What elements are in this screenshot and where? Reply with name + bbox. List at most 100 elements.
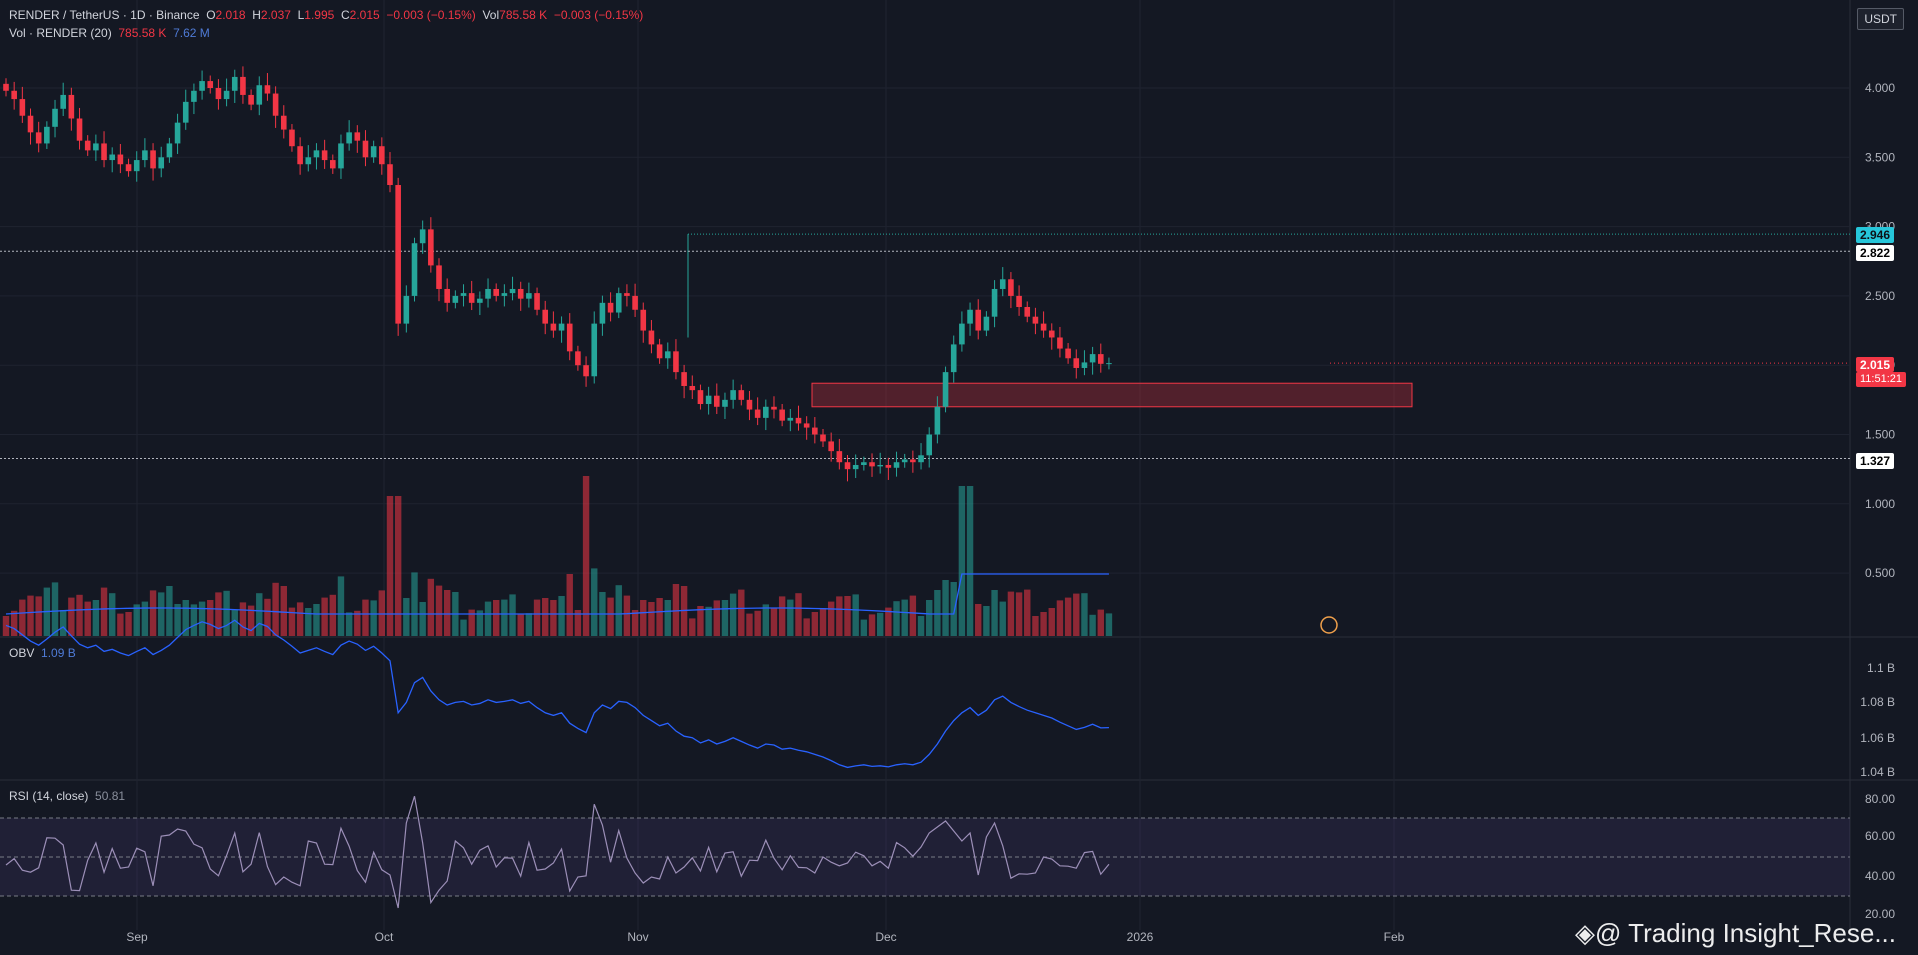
- candle-body: [493, 288, 499, 296]
- close-value: 2.015: [349, 8, 380, 22]
- candle-body: [305, 157, 312, 165]
- candle-body: [1048, 330, 1055, 338]
- volume-bar: [607, 597, 614, 636]
- volume-bar: [738, 589, 745, 636]
- volume-bar: [337, 576, 345, 636]
- volume-bar: [1007, 591, 1015, 636]
- candle-body: [550, 323, 557, 331]
- volume-bar: [876, 612, 884, 636]
- candle-body: [967, 309, 973, 324]
- support-zone[interactable]: [811, 382, 1413, 408]
- currency-button[interactable]: USDT: [1857, 8, 1904, 30]
- candle-body: [84, 140, 91, 151]
- volume-bar: [354, 610, 361, 636]
- candle-body: [558, 323, 565, 331]
- volume-bar: [827, 601, 835, 636]
- volume-bar: [795, 593, 802, 636]
- volume-bar: [182, 600, 189, 636]
- candle-body: [117, 154, 124, 165]
- candle-body: [362, 140, 369, 158]
- price-tick-label: 1.500: [1865, 428, 1895, 442]
- volume-bar: [59, 610, 67, 636]
- volume-bar: [435, 585, 443, 636]
- candle-body: [885, 464, 892, 468]
- obv-title[interactable]: OBV: [9, 646, 35, 660]
- volume-bar: [174, 604, 181, 636]
- volume-bar: [819, 608, 827, 636]
- volume-bar: [84, 601, 91, 636]
- candle-body: [215, 88, 222, 100]
- symbol-title[interactable]: RENDER / TetherUS · 1D · Binance: [9, 8, 200, 22]
- volume-bar: [1073, 593, 1080, 636]
- candle-body: [705, 395, 712, 405]
- volume-bar: [999, 601, 1006, 636]
- price-tick-label: 4.000: [1865, 81, 1895, 95]
- level-high-price-badge: 2.822: [1856, 245, 1895, 261]
- volume-bar: [991, 590, 998, 636]
- volume-bar: [280, 586, 287, 636]
- candle-body: [656, 344, 663, 359]
- candle-body: [713, 395, 720, 407]
- candle-body: [44, 126, 50, 144]
- volume-bar: [493, 600, 500, 636]
- obv-pane: [5, 619, 1109, 769]
- volume-bar: [713, 600, 720, 636]
- candle-body: [624, 293, 630, 296]
- volume-bar: [10, 610, 18, 636]
- volume-bar: [1056, 600, 1064, 636]
- time-tick-label: Dec: [875, 930, 896, 944]
- volume-bar: [746, 613, 753, 636]
- candle-body: [501, 293, 508, 296]
- candle-body: [321, 150, 328, 161]
- volume-bar: [950, 582, 957, 636]
- candle-body: [485, 288, 491, 299]
- price-tick-label: 3.500: [1865, 150, 1895, 164]
- volume-bar: [247, 605, 255, 636]
- candle-body: [803, 423, 810, 428]
- volume-bar: [207, 600, 214, 636]
- volume-bar: [1015, 592, 1023, 636]
- candle-body: [264, 85, 271, 94]
- rsi-title[interactable]: RSI (14, close): [9, 789, 89, 803]
- candle-body: [468, 293, 475, 303]
- candle-body: [248, 94, 254, 105]
- candle-body: [133, 160, 140, 172]
- volume-indicator-title[interactable]: Vol · RENDER (20): [9, 26, 112, 40]
- volume-bar: [836, 596, 843, 636]
- time-tick-label: Oct: [375, 930, 394, 944]
- volume-bar: [917, 616, 925, 636]
- candle-body: [852, 464, 859, 470]
- horizontal-levels[interactable]: [0, 233, 1850, 459]
- chart-grid: [0, 0, 1918, 930]
- candle-body: [207, 81, 214, 88]
- volume-bar: [885, 607, 892, 636]
- candle-body: [182, 101, 189, 123]
- volume-bar: [239, 602, 247, 636]
- candle-body: [272, 93, 279, 116]
- volume-bar: [125, 612, 132, 636]
- candle-body: [158, 157, 165, 169]
- volume-bar: [362, 599, 369, 636]
- rsi-tick-label: 40.00: [1865, 869, 1895, 883]
- high-value: 2.037: [260, 8, 291, 22]
- price-tick-label: 2.500: [1865, 289, 1895, 303]
- candlesticks[interactable]: [3, 66, 1112, 482]
- volume-bar: [35, 596, 42, 636]
- volume-bar: [909, 595, 917, 636]
- volume-bar: [762, 604, 770, 636]
- candle-body: [354, 132, 361, 141]
- candle-body: [509, 288, 516, 294]
- candle-body: [738, 390, 745, 400]
- candle-body: [1032, 316, 1039, 324]
- candle-body: [861, 462, 867, 465]
- volume-bar: [942, 580, 949, 636]
- volume-bar: [983, 606, 990, 636]
- volume-bar: [296, 602, 304, 636]
- obv-value: 1.09 B: [41, 646, 76, 660]
- obv-tick-label: 1.08 B: [1860, 695, 1895, 709]
- candle-body: [125, 164, 132, 172]
- candle-body: [950, 344, 957, 373]
- candle-body: [452, 295, 459, 303]
- candle-body: [746, 399, 753, 410]
